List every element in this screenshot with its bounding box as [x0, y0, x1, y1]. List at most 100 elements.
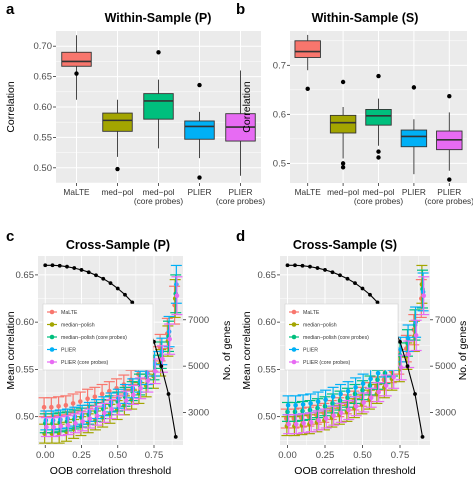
legend: MaLTE median−polish median−polish (core pr… [42, 303, 154, 371]
data-point [73, 420, 78, 426]
legend-swatch-point [291, 309, 297, 315]
x-tick-label: PLIER (core probes) [216, 187, 266, 206]
genes-point [173, 434, 178, 439]
data-point [70, 401, 76, 406]
y-tick-label: 0.7 [273, 60, 286, 71]
x-tick-label: MaLTE [295, 187, 322, 197]
y2-tick-label: 3000 [435, 408, 456, 419]
data-point [375, 370, 381, 376]
legend-item-label: PLIER [61, 348, 76, 354]
data-point [300, 402, 306, 407]
outlier-point [376, 73, 381, 79]
genes-series [43, 263, 178, 439]
genes-point [94, 273, 98, 278]
x-tick-label: 0.00 [278, 450, 297, 461]
panel-c: c Cross-Sample (P) 0.50 0.55 0.60 0.65 Mean co… [5, 228, 233, 477]
legend-swatch-point [49, 322, 55, 327]
legend-item-label: median−polish [61, 323, 95, 329]
y-tick-label: 0.60 [34, 102, 53, 113]
y-axis-label: Correlation [5, 81, 17, 133]
data-point [285, 403, 291, 408]
box-4 [436, 94, 463, 182]
data-point [353, 385, 358, 390]
y2-tick-label: 5000 [435, 361, 456, 372]
legend-item-label: median−polish (core probes) [61, 335, 127, 341]
y2-axis-label: No. of genes [221, 321, 233, 381]
outlier-point [340, 161, 346, 166]
panel-d: d Cross-Sample (S) 0.50 0.55 0.60 0.65 Mean co… [236, 228, 469, 477]
genes-point [398, 339, 402, 344]
genes-point [293, 263, 297, 268]
data-point [308, 420, 314, 425]
panel-label: b [236, 1, 245, 18]
y-tick-label: 0.65 [258, 270, 277, 281]
genes-point [375, 300, 380, 305]
data-point [63, 403, 69, 408]
data-point [80, 419, 85, 424]
y-tick-label: 0.50 [258, 412, 277, 423]
genes-point [115, 286, 120, 291]
legend-swatch-point [49, 309, 55, 315]
data-point [41, 404, 47, 410]
data-point [131, 392, 136, 398]
genes-point [308, 264, 312, 269]
box-2 [143, 50, 174, 149]
panel-b: b Within-Sample (S) 0.5 0.6 0.7 Correlation Ma… [236, 1, 473, 206]
data-point [102, 410, 107, 416]
y-tick-label: 0.55 [16, 364, 35, 375]
genes-point [72, 266, 77, 270]
data-point [116, 403, 122, 408]
y-tick-label: 0.60 [16, 317, 35, 328]
box-1 [329, 79, 357, 170]
data-point [323, 416, 329, 421]
data-point [145, 378, 151, 384]
data-point [330, 394, 336, 400]
data-point [421, 293, 427, 298]
genes-point [330, 270, 335, 275]
box-2 [365, 73, 392, 160]
genes-point [130, 300, 135, 305]
outlier-point [197, 175, 202, 180]
legend-box [42, 303, 154, 371]
genes-point [166, 392, 171, 396]
box-iqr [184, 120, 215, 140]
data-point [316, 418, 322, 423]
genes-point [86, 270, 91, 275]
x-tick-label: 0.50 [109, 450, 128, 461]
data-point [308, 401, 313, 406]
legend-item-label: MaLTE [61, 310, 78, 316]
data-point [160, 356, 165, 362]
genes-point [323, 268, 327, 272]
outlier-point [74, 71, 79, 76]
genes-point [57, 263, 62, 268]
x-tick-label: 0.75 [391, 450, 410, 461]
data-point [85, 396, 90, 401]
outlier-point [376, 155, 381, 160]
series-4 [40, 276, 183, 438]
y2-tick-label: 7000 [188, 315, 209, 326]
data-point [174, 293, 180, 298]
data-point [413, 333, 419, 338]
box-4 [225, 70, 256, 176]
data-point [138, 386, 143, 391]
x-tick-label: PLIER [188, 187, 212, 197]
data-point [338, 391, 343, 397]
y-tick-label: 0.50 [34, 163, 53, 174]
genes-point [123, 292, 127, 297]
data-point [345, 388, 351, 394]
x-tick-label: PLIER [402, 187, 426, 197]
panel-label: d [236, 228, 245, 245]
box-iqr [61, 51, 92, 67]
data-point [99, 391, 105, 397]
data-point [376, 389, 382, 395]
data-point [360, 381, 366, 386]
genes-point [285, 263, 290, 268]
genes-point [315, 266, 320, 270]
data-point [315, 399, 321, 404]
data-point [94, 413, 100, 419]
legend-swatch-point [291, 334, 297, 340]
legend: MaLTE median−polish median−polish (core pr… [284, 303, 399, 371]
data-point [391, 374, 397, 380]
x-tick-label: 0.25 [316, 450, 335, 461]
